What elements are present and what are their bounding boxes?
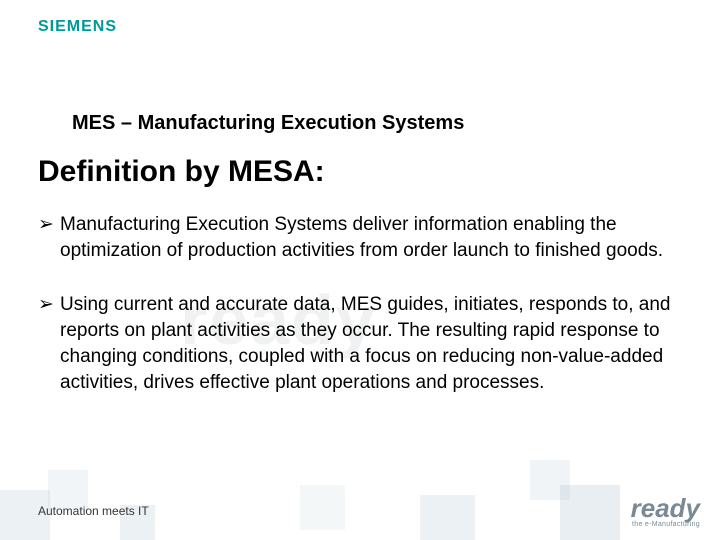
bullet-list: ➢ Manufacturing Execution Systems delive…: [38, 212, 678, 424]
bullet-text: Manufacturing Execution Systems deliver …: [60, 212, 678, 264]
siemens-logo: SIEMENS: [38, 18, 117, 36]
slide-title: Definition by MESA:: [38, 155, 325, 189]
footer-tagline: Automation meets IT: [38, 504, 149, 518]
background-decoration: [0, 460, 720, 540]
bullet-text: Using current and accurate data, MES gui…: [60, 292, 678, 396]
ready-logo-subtitle: the e-Manufacturing: [631, 521, 700, 528]
ready-logo-main: ready: [631, 495, 700, 521]
bullet-arrow-icon: ➢: [38, 292, 60, 396]
slide-headline: MES – Manufacturing Execution Systems: [72, 112, 464, 135]
bullet-item: ➢ Manufacturing Execution Systems delive…: [38, 212, 678, 264]
ready-logo: ready the e-Manufacturing: [631, 495, 700, 528]
bullet-arrow-icon: ➢: [38, 212, 60, 264]
bullet-item: ➢ Using current and accurate data, MES g…: [38, 292, 678, 396]
